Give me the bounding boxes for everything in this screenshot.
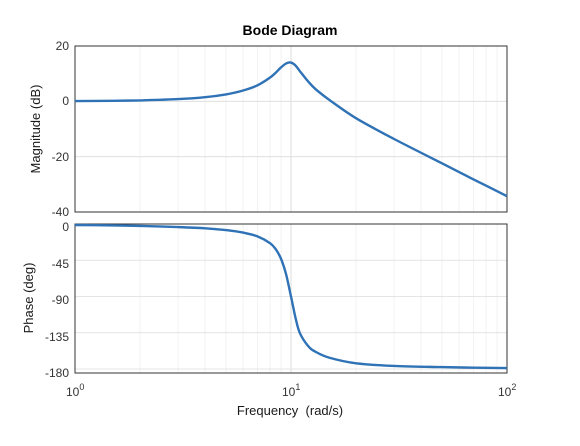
xtick-10e2-exp: 2: [511, 382, 516, 392]
phase-ytick-minus45: -45: [52, 257, 70, 271]
magnitude-axes-frame: [74, 45, 508, 213]
xtick-10e1-base: 10: [282, 385, 296, 399]
mag-ytick-minus40: -40: [52, 205, 70, 219]
xtick-10e1-exp: 1: [295, 382, 300, 392]
magnitude-series-line: [74, 61, 508, 198]
xtick-10e0: 100: [66, 382, 84, 399]
mag-ytick-0: 0: [62, 94, 69, 108]
frequency-axis-label: Frequency (rad/s): [237, 403, 343, 418]
mag-ytick-minus20: -20: [52, 150, 70, 164]
chart-title: Bode Diagram: [243, 22, 338, 38]
phase-panel: 0 -45 -90 -135 -180 Phase (deg) 100 101 …: [21, 220, 516, 418]
phase-series-line: [74, 223, 508, 370]
xtick-10e2: 102: [498, 382, 516, 399]
xtick-10e0-base: 10: [66, 385, 80, 399]
phase-ytick-0: 0: [62, 220, 69, 234]
phase-axis-label: Phase (deg): [21, 263, 36, 334]
magnitude-grid: [74, 45, 508, 213]
phase-ytick-minus135: -135: [45, 330, 69, 344]
phase-axes-frame: [74, 223, 508, 374]
xtick-10e2-base: 10: [498, 385, 512, 399]
magnitude-panel: 20 0 -20 -40 Magnitude (dB): [28, 39, 508, 219]
mag-ytick-20: 20: [56, 39, 70, 53]
xtick-10e0-exp: 0: [79, 382, 84, 392]
xtick-10e1: 101: [282, 382, 300, 399]
magnitude-axis-label: Magnitude (dB): [28, 85, 43, 174]
phase-ytick-minus180: -180: [45, 366, 69, 380]
phase-ytick-minus90: -90: [52, 293, 70, 307]
